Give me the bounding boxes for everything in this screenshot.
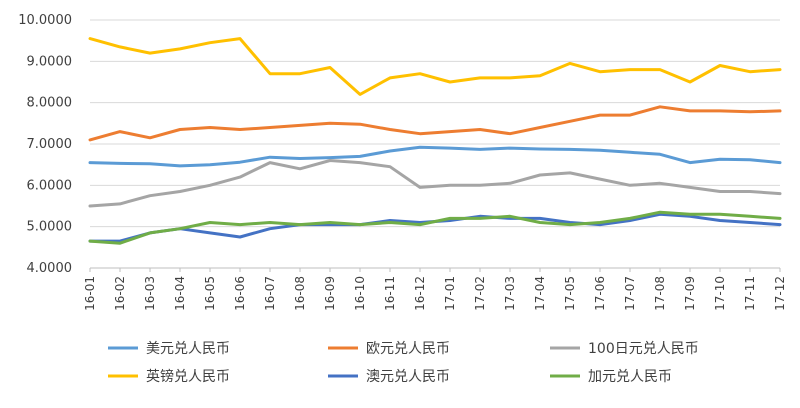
series-line-4 [88,212,782,243]
legend-label: 英镑兑人民币 [146,368,230,385]
x-tick-label: 17-12 [773,276,787,311]
legend-label: 100日元兑人民币 [588,341,699,357]
x-tick-label: 17-03 [503,276,517,311]
x-tick-label: 16-04 [173,276,187,311]
y-tick-label: 4.0000 [27,261,73,276]
x-tick-label: 16-06 [233,276,247,311]
x-tick-label: 16-11 [383,276,397,311]
y-tick-label: 7.0000 [27,137,73,152]
x-tick-label: 17-08 [653,276,667,311]
legend-label: 欧元兑人民币 [366,341,450,357]
x-tick-label: 16-02 [113,276,127,311]
x-tick-label: 17-11 [743,276,757,311]
x-tick-label: 16-01 [83,276,97,311]
x-tick-label: 17-10 [713,276,727,311]
y-axis: 4.0000 5.0000 6.0000 7.0000 8.0000 9.0000 10.0… [18,13,72,276]
x-tick-label: 16-10 [353,276,367,311]
x-tick-label: 16-03 [143,276,157,311]
x-tick-label: 16-07 [263,276,277,311]
y-tick-label: 9.0000 [27,54,73,69]
x-tick-label: 17-07 [623,276,637,311]
legend-label: 加元兑人民币 [588,369,672,385]
x-tick-label: 16-09 [323,276,337,311]
x-tick-label: 17-01 [443,276,457,311]
series-line-1 [88,105,782,142]
y-tick-label: 8.0000 [27,96,73,111]
x-tick-label: 16-08 [293,276,307,311]
x-tick-label: 16-12 [413,276,427,311]
y-tick-label: 5.0000 [27,220,73,235]
x-axis: 16-01 16-02 16-03 16-04 16-05 16-06 16-07 16-08… [83,267,787,311]
x-tick-label: 17-05 [563,276,577,311]
x-tick-label: 16-05 [203,276,217,311]
series-layer [88,37,782,245]
series-line-3 [88,37,782,96]
x-tick-label: 17-02 [473,276,487,311]
x-tick-label: 17-04 [533,276,547,311]
series-line-0 [88,145,782,168]
series-line-5 [88,210,782,245]
series-line-2 [88,159,782,208]
legend-label: 澳元兑人民币 [366,369,450,385]
legend-label: 美元兑人民币 [146,341,230,357]
y-tick-label: 6.0000 [27,178,73,193]
x-tick-label: 17-06 [593,276,607,311]
x-tick-label: 17-09 [683,276,697,311]
y-tick-label: 10.0000 [18,13,72,28]
